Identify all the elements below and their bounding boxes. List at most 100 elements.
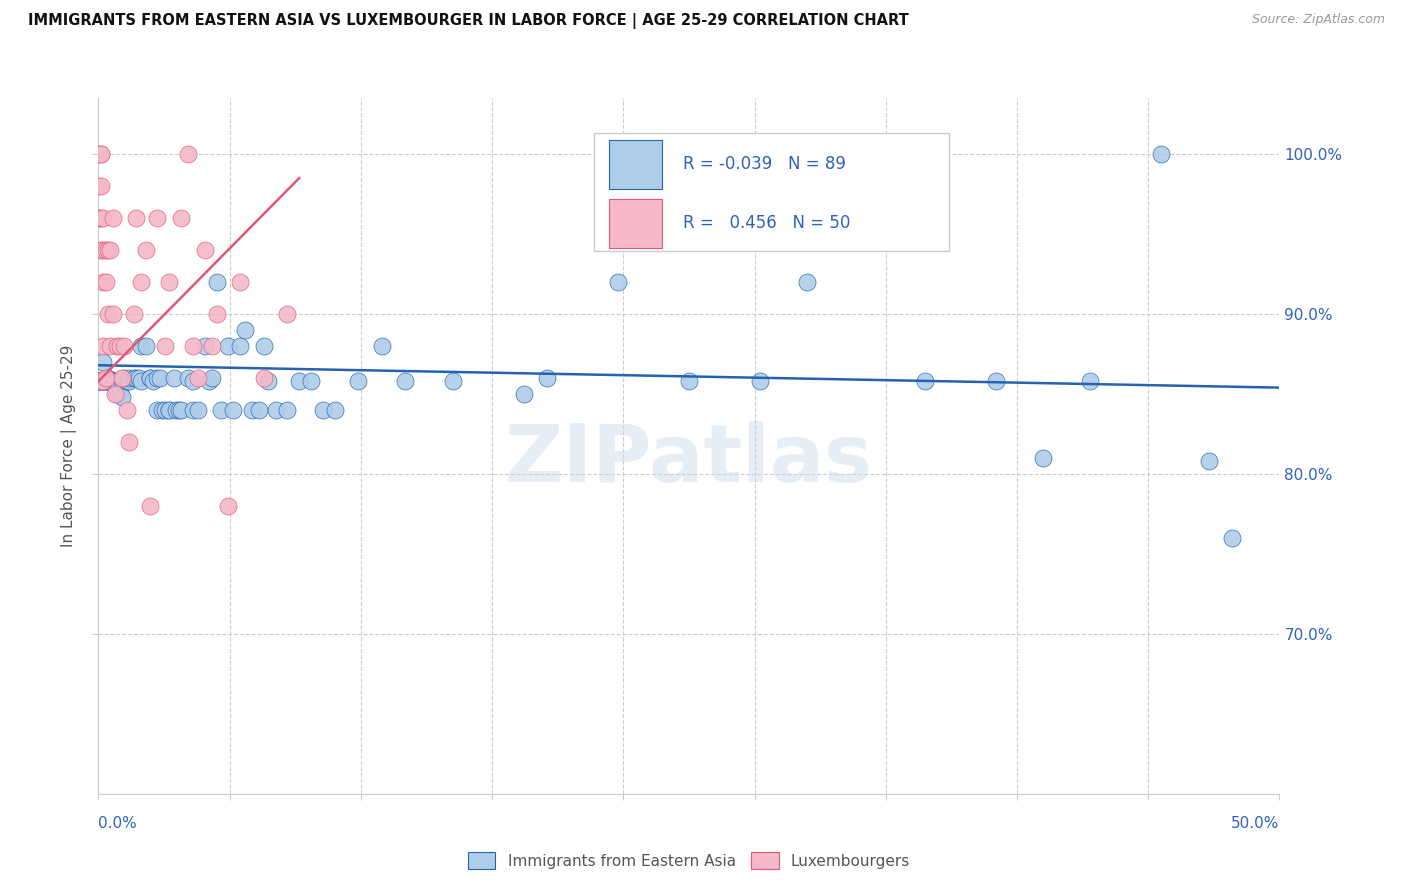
Point bbox=[247, 403, 270, 417]
Point bbox=[94, 371, 117, 385]
Point bbox=[105, 339, 128, 353]
Point bbox=[122, 307, 145, 321]
Point bbox=[94, 374, 117, 388]
Point bbox=[91, 355, 114, 369]
Point bbox=[97, 371, 120, 385]
Point bbox=[205, 307, 228, 321]
Point bbox=[1150, 147, 1173, 161]
Point bbox=[139, 371, 162, 385]
Point bbox=[264, 403, 287, 417]
Point bbox=[104, 374, 127, 388]
Point bbox=[201, 339, 224, 353]
Point bbox=[105, 387, 128, 401]
Point bbox=[128, 371, 150, 385]
Point bbox=[512, 387, 534, 401]
Text: Source: ZipAtlas.com: Source: ZipAtlas.com bbox=[1251, 13, 1385, 27]
Point bbox=[108, 384, 131, 398]
Point bbox=[87, 211, 110, 225]
Point bbox=[153, 403, 176, 417]
Point bbox=[129, 374, 152, 388]
Point bbox=[146, 403, 169, 417]
Point bbox=[91, 211, 114, 225]
Point bbox=[536, 371, 558, 385]
Point bbox=[371, 339, 394, 353]
Point bbox=[312, 403, 335, 417]
Point bbox=[104, 387, 127, 401]
Point bbox=[112, 371, 135, 385]
Point bbox=[118, 374, 141, 388]
Text: 50.0%: 50.0% bbox=[1232, 816, 1279, 831]
Text: R =   0.456   N = 50: R = 0.456 N = 50 bbox=[683, 214, 851, 232]
Point bbox=[253, 339, 276, 353]
Point bbox=[101, 374, 124, 388]
Point bbox=[90, 211, 112, 225]
Point bbox=[112, 339, 135, 353]
Point bbox=[101, 211, 124, 225]
Point bbox=[187, 403, 209, 417]
Point bbox=[347, 374, 370, 388]
Point bbox=[115, 403, 138, 417]
Point bbox=[94, 243, 117, 257]
Point bbox=[177, 147, 200, 161]
FancyBboxPatch shape bbox=[609, 199, 662, 248]
Point bbox=[229, 339, 252, 353]
Point bbox=[217, 499, 239, 513]
Point bbox=[149, 371, 172, 385]
Point bbox=[142, 374, 165, 388]
Text: R = -0.039   N = 89: R = -0.039 N = 89 bbox=[683, 155, 846, 173]
Point bbox=[87, 374, 110, 388]
Point bbox=[157, 403, 180, 417]
Point bbox=[94, 374, 117, 388]
Point bbox=[441, 374, 464, 388]
Point bbox=[108, 339, 131, 353]
Point bbox=[394, 374, 416, 388]
Point bbox=[101, 307, 124, 321]
Point bbox=[91, 243, 114, 257]
Point bbox=[98, 339, 121, 353]
Point bbox=[139, 371, 162, 385]
Point bbox=[201, 371, 224, 385]
Point bbox=[101, 374, 124, 388]
Point bbox=[984, 374, 1007, 388]
Point bbox=[796, 275, 818, 289]
Point bbox=[150, 403, 173, 417]
Point bbox=[105, 374, 128, 388]
Point bbox=[87, 147, 110, 161]
Point bbox=[87, 374, 110, 388]
Point bbox=[167, 403, 190, 417]
Point bbox=[299, 374, 322, 388]
Point bbox=[181, 339, 204, 353]
Point bbox=[222, 403, 245, 417]
Point bbox=[90, 147, 112, 161]
Point bbox=[146, 211, 169, 225]
Point bbox=[139, 499, 162, 513]
FancyBboxPatch shape bbox=[609, 140, 662, 188]
Point bbox=[98, 374, 121, 388]
FancyBboxPatch shape bbox=[595, 133, 949, 252]
Point bbox=[122, 371, 145, 385]
Point bbox=[194, 339, 217, 353]
Point bbox=[233, 323, 256, 337]
Point bbox=[157, 403, 180, 417]
Point bbox=[97, 374, 120, 388]
Point bbox=[163, 371, 186, 385]
Point bbox=[170, 403, 193, 417]
Point bbox=[194, 243, 217, 257]
Point bbox=[87, 211, 110, 225]
Text: IMMIGRANTS FROM EASTERN ASIA VS LUXEMBOURGER IN LABOR FORCE | AGE 25-29 CORRELAT: IMMIGRANTS FROM EASTERN ASIA VS LUXEMBOU… bbox=[28, 13, 908, 29]
Point bbox=[90, 147, 112, 161]
Point bbox=[217, 339, 239, 353]
Point bbox=[170, 211, 193, 225]
Point bbox=[209, 403, 232, 417]
Point bbox=[94, 275, 117, 289]
Text: ZIPatlas: ZIPatlas bbox=[505, 421, 873, 499]
Point bbox=[748, 374, 770, 388]
Y-axis label: In Labor Force | Age 25-29: In Labor Force | Age 25-29 bbox=[60, 345, 77, 547]
Point bbox=[94, 374, 117, 388]
Point bbox=[181, 403, 204, 417]
Point bbox=[90, 374, 112, 388]
Point bbox=[115, 374, 138, 388]
Point bbox=[129, 275, 152, 289]
Point bbox=[125, 211, 148, 225]
Point bbox=[97, 307, 120, 321]
